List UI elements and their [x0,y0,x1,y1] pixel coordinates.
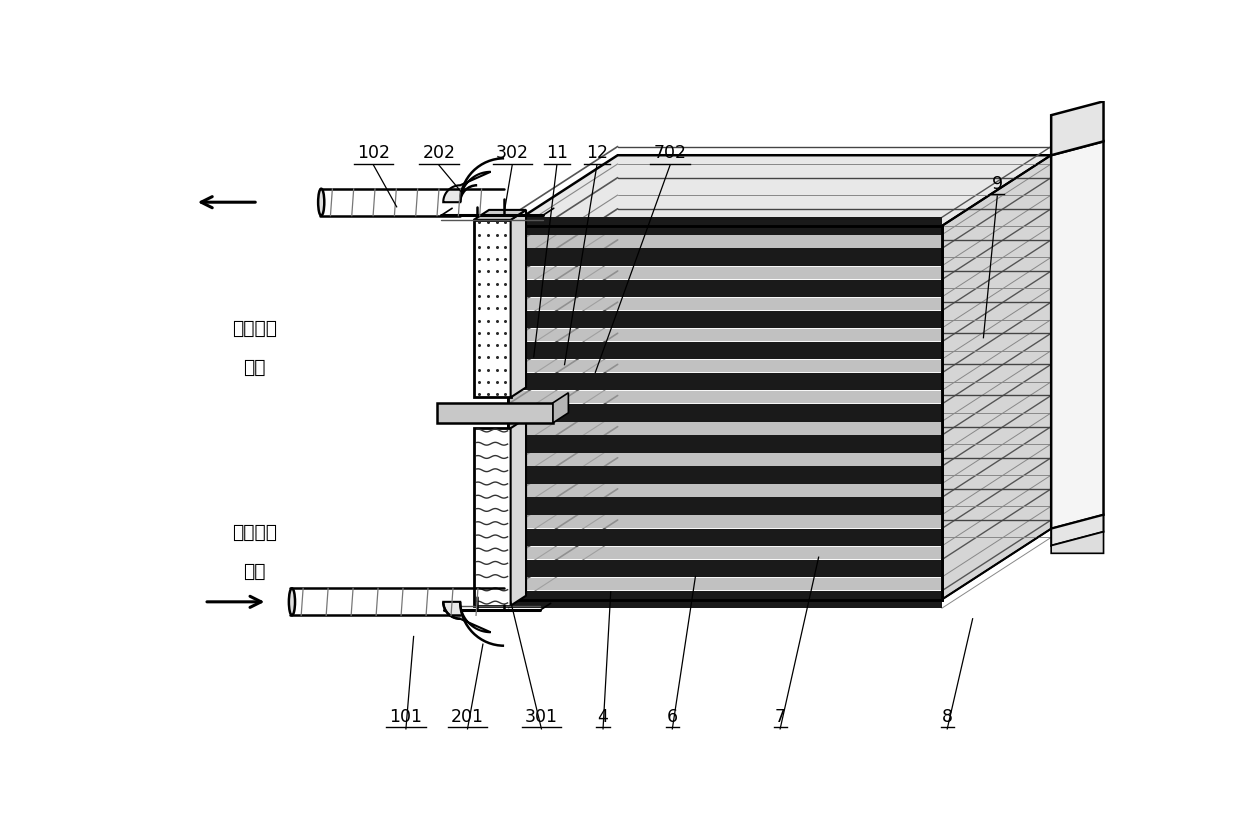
Text: 301: 301 [525,707,558,726]
Polygon shape [508,217,942,235]
Text: 702: 702 [653,144,686,162]
Polygon shape [473,210,527,220]
Polygon shape [508,342,942,360]
Text: 102: 102 [357,144,390,162]
Polygon shape [1051,142,1104,529]
Polygon shape [942,155,1051,599]
Polygon shape [508,404,942,422]
Text: 201: 201 [451,707,484,726]
Text: 换热工质: 换热工质 [232,523,276,542]
Polygon shape [508,435,942,453]
Polygon shape [553,393,569,423]
Polygon shape [508,235,942,248]
Polygon shape [508,484,942,497]
Text: 302: 302 [496,144,529,162]
Polygon shape [508,373,942,391]
Polygon shape [508,280,942,297]
Text: 4: 4 [597,707,608,726]
Polygon shape [508,453,942,466]
Polygon shape [1051,515,1104,546]
Text: 出口: 出口 [243,358,265,376]
Polygon shape [508,422,942,435]
Polygon shape [508,226,942,599]
Text: 11: 11 [546,144,567,162]
Text: 12: 12 [586,144,608,162]
Polygon shape [1051,532,1104,553]
Polygon shape [508,529,942,546]
Polygon shape [508,560,942,577]
Polygon shape [1051,101,1104,155]
Text: 101: 101 [389,707,422,726]
Polygon shape [444,602,491,632]
Polygon shape [473,428,510,606]
Polygon shape [508,391,942,403]
Polygon shape [510,418,527,606]
Text: 9: 9 [991,174,1002,193]
Ellipse shape [289,588,295,615]
Polygon shape [508,591,942,608]
Polygon shape [508,498,942,515]
Text: 进口: 进口 [243,561,265,581]
Polygon shape [508,577,942,590]
Polygon shape [510,210,527,397]
Polygon shape [508,266,942,279]
Polygon shape [508,311,942,328]
Polygon shape [508,546,942,559]
Text: 202: 202 [422,144,456,162]
Polygon shape [436,403,553,423]
Polygon shape [508,466,942,484]
Polygon shape [508,155,1051,226]
Text: 换热工质: 换热工质 [232,319,276,338]
Polygon shape [508,297,942,310]
Polygon shape [444,172,491,202]
Polygon shape [508,360,942,372]
Text: 6: 6 [667,707,678,726]
Ellipse shape [318,189,325,215]
Polygon shape [508,515,942,528]
Text: 7: 7 [774,707,786,726]
Polygon shape [508,249,942,266]
Text: 8: 8 [942,707,953,726]
Polygon shape [508,328,942,341]
Polygon shape [473,220,510,397]
